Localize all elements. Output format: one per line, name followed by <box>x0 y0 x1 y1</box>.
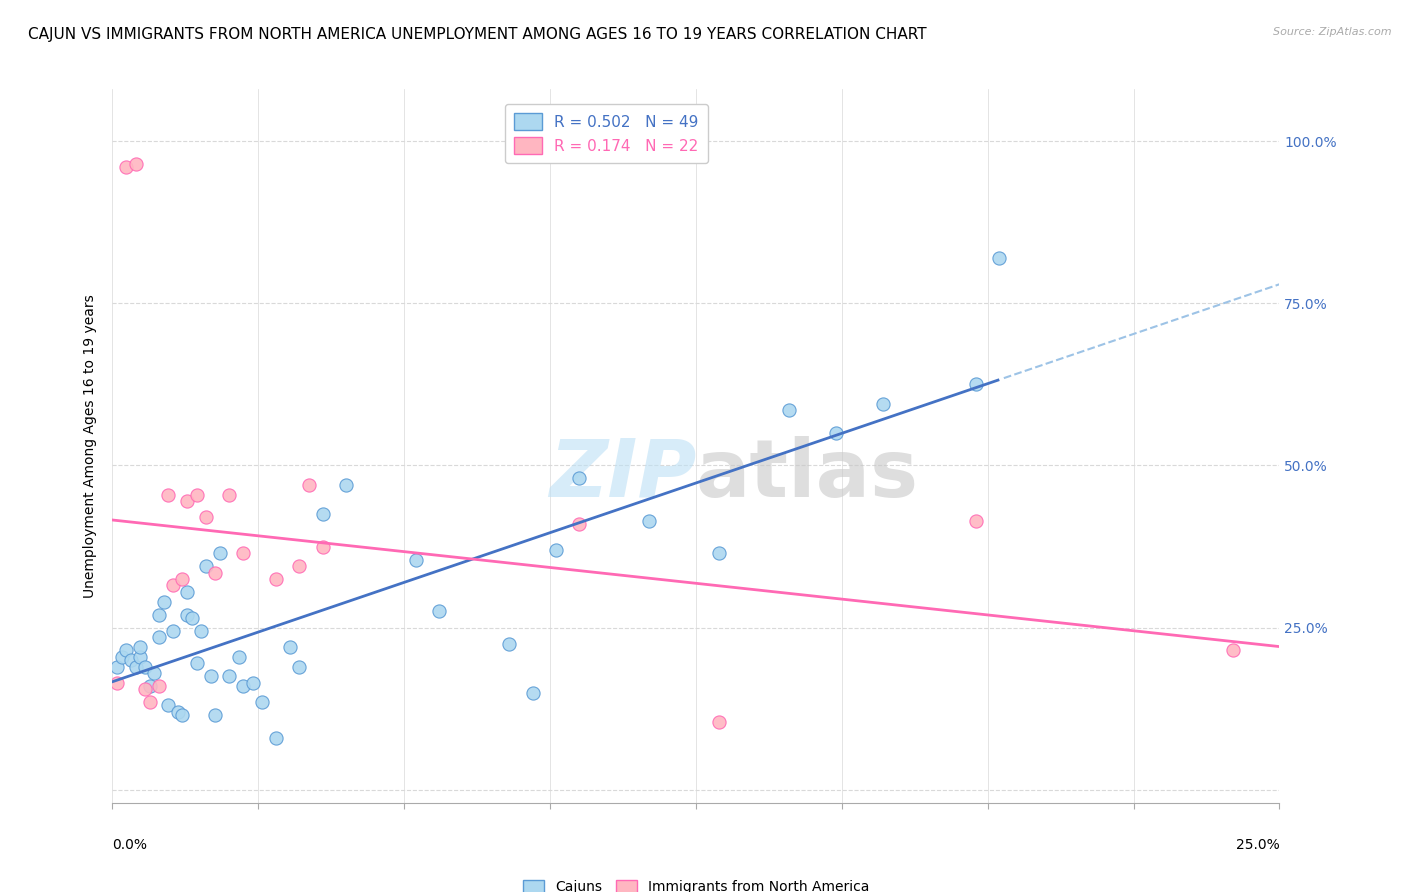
Text: ZIP: ZIP <box>548 435 696 514</box>
Point <box>568 516 591 531</box>
Point <box>988 251 1011 265</box>
Text: Source: ZipAtlas.com: Source: ZipAtlas.com <box>1274 27 1392 37</box>
Point <box>288 559 311 574</box>
Point <box>825 425 848 440</box>
Point <box>250 695 273 709</box>
Point <box>498 637 520 651</box>
Text: CAJUN VS IMMIGRANTS FROM NORTH AMERICA UNEMPLOYMENT AMONG AGES 16 TO 19 YEARS CO: CAJUN VS IMMIGRANTS FROM NORTH AMERICA U… <box>28 27 927 42</box>
Point <box>125 659 148 673</box>
Point <box>186 657 208 671</box>
Point <box>427 604 450 618</box>
Point <box>1222 643 1244 657</box>
Point <box>335 478 357 492</box>
Point <box>568 471 591 485</box>
Point <box>120 653 142 667</box>
Point <box>264 731 287 745</box>
Point <box>232 679 254 693</box>
Point <box>638 514 661 528</box>
Point <box>162 624 184 638</box>
Point <box>148 631 170 645</box>
Point <box>242 675 264 690</box>
Text: 25.0%: 25.0% <box>1236 838 1279 853</box>
Point <box>134 682 156 697</box>
Point <box>218 669 240 683</box>
Point <box>200 669 222 683</box>
Point <box>129 649 152 664</box>
Point <box>176 494 198 508</box>
Point <box>139 679 162 693</box>
Point <box>965 514 987 528</box>
Point <box>186 488 208 502</box>
Point <box>778 403 800 417</box>
Point <box>232 546 254 560</box>
Point <box>157 488 180 502</box>
Point <box>153 595 176 609</box>
Point <box>194 510 217 524</box>
Point <box>218 488 240 502</box>
Point <box>965 377 987 392</box>
Point <box>204 708 226 723</box>
Point <box>125 157 148 171</box>
Point <box>115 643 138 657</box>
Point <box>148 679 170 693</box>
Point <box>709 546 731 560</box>
Text: atlas: atlas <box>696 435 920 514</box>
Point <box>297 478 319 492</box>
Point <box>264 572 287 586</box>
Point <box>176 585 198 599</box>
Point <box>105 675 128 690</box>
Point <box>139 695 162 709</box>
Point <box>190 624 212 638</box>
Point <box>194 559 217 574</box>
Point <box>115 160 138 174</box>
Point <box>143 666 166 681</box>
Text: 0.0%: 0.0% <box>112 838 148 853</box>
Point <box>288 659 311 673</box>
Point <box>311 540 333 554</box>
Point <box>172 572 194 586</box>
Point <box>311 507 333 521</box>
Point <box>522 685 544 699</box>
Point <box>872 397 894 411</box>
Point <box>166 705 188 719</box>
Point <box>105 659 128 673</box>
Point <box>157 698 180 713</box>
Point <box>544 542 567 557</box>
Point <box>162 578 184 592</box>
Point <box>278 640 301 654</box>
Point <box>709 714 731 729</box>
Point <box>176 607 198 622</box>
Point <box>134 659 156 673</box>
Point <box>148 607 170 622</box>
Point <box>172 708 194 723</box>
Point <box>204 566 226 580</box>
Point <box>111 649 134 664</box>
Legend: Cajuns, Immigrants from North America: Cajuns, Immigrants from North America <box>517 874 875 892</box>
Y-axis label: Unemployment Among Ages 16 to 19 years: Unemployment Among Ages 16 to 19 years <box>83 294 97 598</box>
Point <box>405 552 427 566</box>
Point <box>180 611 202 625</box>
Point <box>129 640 152 654</box>
Point <box>208 546 231 560</box>
Point <box>228 649 250 664</box>
